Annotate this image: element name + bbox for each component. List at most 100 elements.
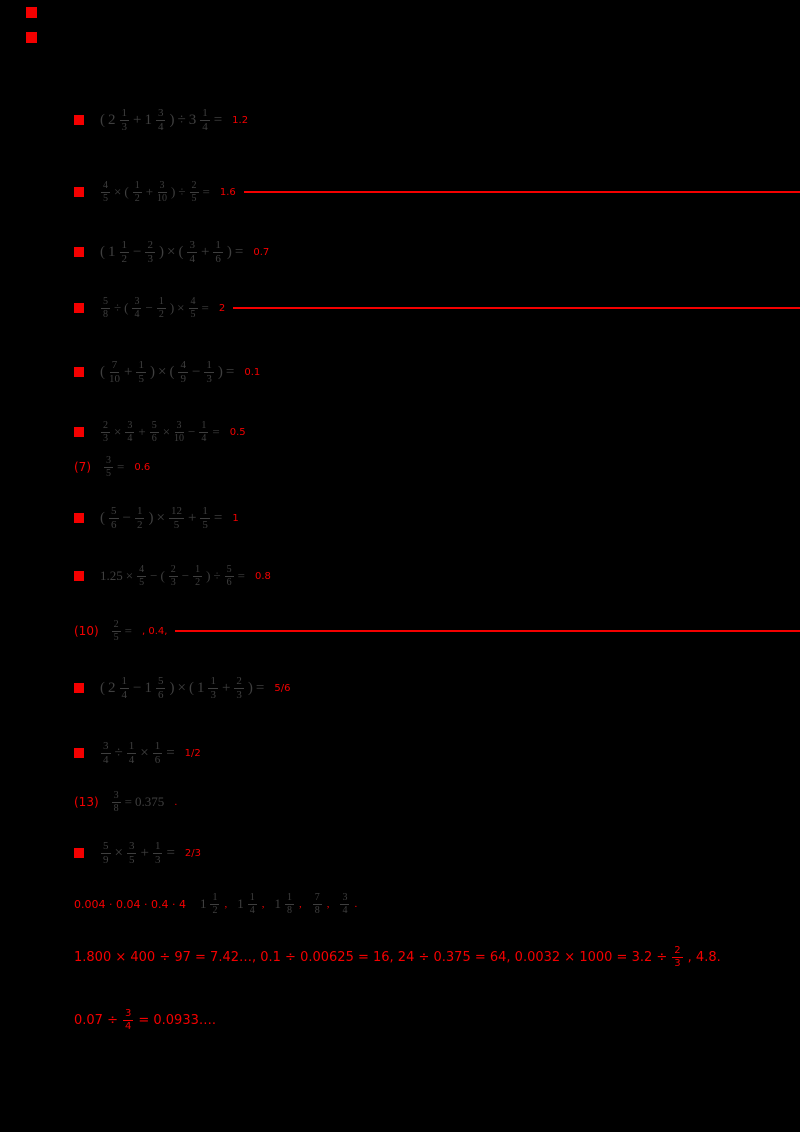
fraction: 3 10 — [157, 179, 168, 204]
problem-marker — [74, 303, 84, 313]
math-expression: 2 3 × 3 4 +5 6 × 3 10−1 4 = — [101, 419, 220, 444]
corner-marker — [26, 7, 37, 18]
math-expression: 5 9 × 3 5 +1 3 = — [101, 839, 175, 866]
problem-marker — [74, 513, 84, 523]
problem-marker — [74, 427, 84, 437]
problem-row: 1.25 × 4 5−(2 3−1 2) ÷ 5 6 = 0.8 — [74, 554, 800, 598]
problem-number: (13) — [74, 795, 99, 809]
problem-row: 3 4 ÷ 1 4 × 1 6 = 1/2 — [74, 728, 800, 778]
answer-text: . — [174, 796, 178, 808]
math-expression: (1 1 2−2 3) ×(3 4 +1 6) = — [100, 238, 244, 265]
answer-line — [233, 307, 800, 309]
solution-sentence-row: 1.800 × 400 ÷ 97 = 7.42…, 0.1 ÷ 0.00625 … — [74, 936, 800, 978]
problem-row: (10) 2 5 = , 0.4, — [74, 614, 800, 648]
math-expression: 1.25 × 4 5−(2 3−1 2) ÷ 5 6 = — [100, 563, 245, 588]
sequence-separator: , — [326, 898, 330, 910]
problem-marker — [74, 683, 84, 693]
answer-text: 2/3 — [184, 847, 201, 859]
answer-text: 1/2 — [184, 747, 201, 759]
problem-row: (2 1 3 +1 3 4) ÷ 3 1 4 = 1.2 — [74, 92, 800, 148]
problem-row: 5 9 × 3 5 +1 3 = 2/3 — [74, 828, 800, 878]
problem-number: (10) — [74, 624, 99, 638]
problem-marker — [74, 848, 84, 858]
corner-marker — [26, 32, 37, 43]
answer-text: 0.1 — [244, 366, 261, 378]
answer-text: 2 — [218, 302, 226, 314]
math-expression: (2 1 3 +1 3 4) ÷ 3 1 4 = — [100, 106, 223, 133]
answer-text: 0.7 — [253, 246, 270, 258]
problem-marker — [74, 748, 84, 758]
problem-row: (13) 3 8 = 0.375. — [74, 784, 800, 820]
answer-text: 0.5 — [229, 426, 246, 438]
fraction: 7 10 — [109, 358, 120, 385]
problem-marker — [74, 187, 84, 197]
problem-row: 4 5 ×(1 2 +3 10) ÷ 2 5 = 1.6 — [74, 172, 800, 212]
answer-text: 1.2 — [232, 114, 249, 126]
answer-text: 5/6 — [274, 682, 291, 694]
sequence-separator: , — [224, 898, 228, 910]
sequence-separator: . — [354, 898, 358, 910]
sequence-separator: , — [298, 898, 302, 910]
math-expression: 5 8 ÷(3 4−1 2) × 4 5 = — [101, 295, 209, 320]
answer-text: 0.8 — [254, 570, 271, 582]
math-expression: 3 4 ÷ 1 4 × 1 6 = — [101, 739, 175, 766]
answer-text: 0.6 — [134, 461, 151, 473]
problem-marker — [74, 247, 84, 257]
solution-text: 0.07 ÷ 3 4 = 0.0933…. — [74, 1007, 217, 1032]
math-expression: (5 6−1 2) × 12 5 +1 5 = — [100, 504, 223, 531]
answer-text: 1.6 — [219, 186, 236, 198]
problem-row: (7) 3 5 = 0.6 — [74, 452, 800, 482]
math-expression: (7 10 +1 5) ×(4 9−1 3) = — [100, 358, 235, 385]
math-expression: 3 5 = — [104, 454, 125, 479]
problem-marker — [74, 115, 84, 125]
solution-sentence-row: 0.07 ÷ 3 4 = 0.0933…. — [74, 1002, 800, 1038]
problem-row: (2 1 4−1 5 6) ×(1 1 3 +2 3) = 5/6 — [74, 658, 800, 718]
fraction: 3 10 — [174, 419, 185, 444]
answer-line — [243, 191, 800, 193]
solution-text: 1.800 × 400 ÷ 97 = 7.42…, 0.1 ÷ 0.00625 … — [74, 944, 721, 969]
sequence-separator: , — [261, 898, 265, 910]
